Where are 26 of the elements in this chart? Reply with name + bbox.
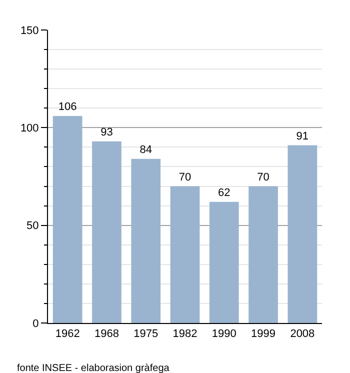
y-tick-label: 150 bbox=[20, 24, 39, 37]
bar bbox=[170, 186, 200, 323]
x-tick-label: 1962 bbox=[55, 328, 80, 340]
data-label: 91 bbox=[296, 130, 309, 142]
x-tick-label: 1968 bbox=[94, 328, 119, 340]
bar bbox=[131, 158, 161, 323]
bar bbox=[52, 116, 82, 323]
x-tick-label: 1982 bbox=[172, 328, 198, 340]
bar bbox=[92, 141, 122, 323]
y-tick-label: 0 bbox=[32, 318, 39, 330]
x-tick-label: 2008 bbox=[290, 328, 315, 340]
x-tick-label: 1975 bbox=[134, 328, 158, 340]
data-label: 70 bbox=[257, 171, 270, 184]
data-label: 93 bbox=[100, 126, 113, 138]
bar bbox=[209, 202, 239, 323]
bar bbox=[248, 186, 278, 323]
source-note: fonte INSEE - elaborasion gràfega bbox=[17, 363, 170, 373]
x-tick-label: 1990 bbox=[212, 328, 236, 340]
data-label: 84 bbox=[140, 144, 152, 156]
y-tick-label: 50 bbox=[26, 220, 39, 232]
bar bbox=[288, 145, 318, 323]
data-label: 70 bbox=[178, 171, 192, 184]
data-label: 62 bbox=[218, 186, 230, 199]
x-tick-label: 1999 bbox=[251, 328, 276, 340]
data-label: 106 bbox=[58, 100, 77, 113]
y-tick-label: 100 bbox=[20, 122, 39, 135]
